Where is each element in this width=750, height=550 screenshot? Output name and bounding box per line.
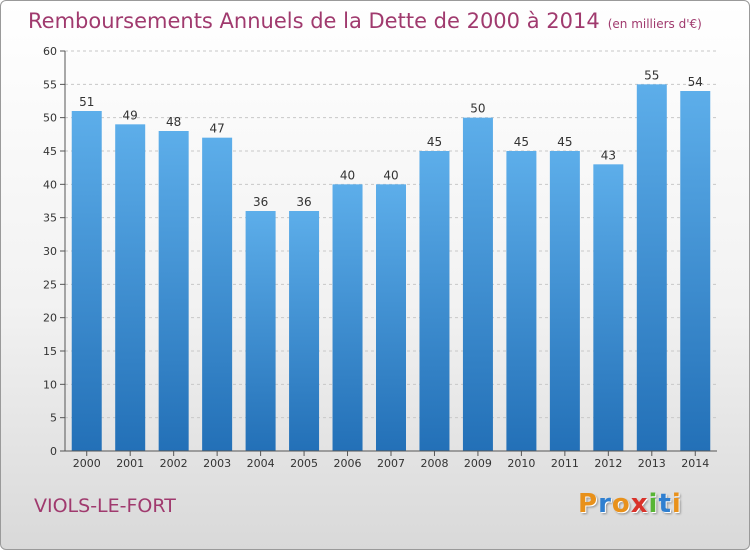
bar xyxy=(376,184,406,452)
bar xyxy=(202,137,233,451)
logo-letter: i xyxy=(648,489,659,519)
bar-value-label: 49 xyxy=(123,108,138,122)
x-tick-label: 2009 xyxy=(464,457,492,470)
place-name: VIOLS-LE-FORT xyxy=(34,495,176,517)
bar xyxy=(593,164,624,452)
bar-value-label: 45 xyxy=(514,135,529,149)
y-tick-label: 45 xyxy=(43,145,57,158)
bar xyxy=(245,211,276,451)
bar-value-label: 47 xyxy=(209,122,224,136)
logo-letter: i xyxy=(671,489,682,519)
bar-value-label: 45 xyxy=(557,135,572,149)
bar-value-label: 48 xyxy=(166,115,181,129)
x-tick-label: 2007 xyxy=(377,457,405,470)
y-tick-label: 50 xyxy=(43,112,57,125)
x-tick-label: 2000 xyxy=(73,457,101,470)
x-tick-label: 2004 xyxy=(247,457,275,470)
logo-letter: P xyxy=(578,489,599,519)
bar xyxy=(158,131,189,451)
bar xyxy=(115,124,146,451)
chart-title-text: Remboursements Annuels de la Dette de 20… xyxy=(28,9,600,33)
x-tick-label: 2001 xyxy=(116,457,144,470)
logo-letter: x xyxy=(630,489,649,519)
bar xyxy=(419,151,450,451)
bar-value-label: 51 xyxy=(79,95,94,109)
x-tick-label: 2010 xyxy=(507,457,535,470)
bar xyxy=(506,151,537,451)
bar xyxy=(462,117,493,452)
y-tick-label: 60 xyxy=(43,45,57,58)
bars: 51 49 48 47 36 36 40 40 45 50 45 45 43 55 54 xyxy=(71,68,711,452)
x-tick-label: 2006 xyxy=(334,457,362,470)
x-tick-label: 2003 xyxy=(203,457,231,470)
bar-value-label: 36 xyxy=(253,195,268,209)
x-tick-label: 2002 xyxy=(160,457,188,470)
chart-subtitle: (en milliers d'€) xyxy=(607,17,702,31)
bar xyxy=(636,84,667,451)
y-tick-label: 30 xyxy=(43,245,57,258)
x-tick-label: 2008 xyxy=(420,457,448,470)
logo-letter: t xyxy=(658,489,672,519)
bar-value-label: 54 xyxy=(688,75,703,89)
x-tick-label: 2014 xyxy=(681,457,709,470)
bar xyxy=(680,91,711,451)
bar-value-label: 40 xyxy=(383,168,398,182)
x-tick-label: 2012 xyxy=(594,457,622,470)
proxiti-logo: Proxiti xyxy=(578,489,682,519)
x-tick-label: 2013 xyxy=(638,457,666,470)
y-tick-label: 20 xyxy=(43,312,57,325)
bar xyxy=(71,111,102,451)
y-tick-label: 25 xyxy=(43,278,57,291)
bar xyxy=(289,211,320,451)
bar-value-label: 45 xyxy=(427,135,442,149)
bar-value-label: 36 xyxy=(296,195,311,209)
bar xyxy=(332,184,363,452)
axes: 0 5 10 15 20 25 30 35 40 45 50 55 60 2000 2001 2002 2003… xyxy=(43,45,717,470)
y-tick-label: 5 xyxy=(50,412,57,425)
logo-letter: r xyxy=(598,489,612,519)
chart-title: Remboursements Annuels de la Dette de 20… xyxy=(28,9,702,33)
logo-letter: o xyxy=(611,489,631,519)
y-tick-label: 55 xyxy=(43,78,57,91)
x-tick-label: 2005 xyxy=(290,457,318,470)
bar-value-label: 40 xyxy=(340,168,355,182)
bar-value-label: 50 xyxy=(470,102,485,116)
x-tick-label: 2011 xyxy=(551,457,579,470)
y-tick-label: 15 xyxy=(43,345,57,358)
y-tick-label: 0 xyxy=(50,445,57,458)
bar xyxy=(549,151,580,451)
bar-value-label: 43 xyxy=(601,148,616,162)
y-tick-label: 35 xyxy=(43,212,57,225)
y-tick-label: 10 xyxy=(43,378,57,391)
y-tick-label: 40 xyxy=(43,178,57,191)
bar-value-label: 55 xyxy=(644,68,659,82)
